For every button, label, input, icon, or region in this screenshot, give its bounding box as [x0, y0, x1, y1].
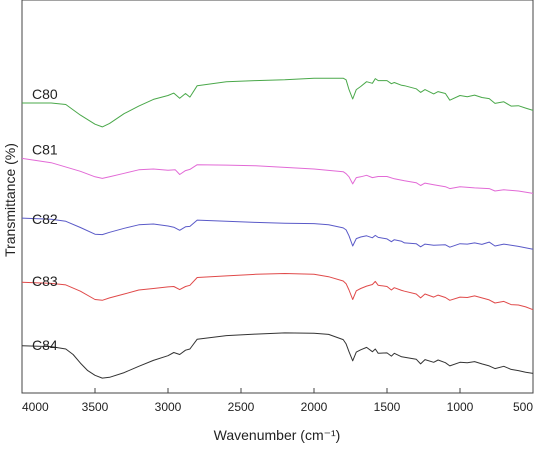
- x-tick-label: 2000: [301, 400, 328, 414]
- series-line-c82: [21, 217, 534, 250]
- series-label-c81: C81: [32, 141, 58, 157]
- plot-frame: [21, 0, 534, 394]
- x-axis-title: Wavenumber (cm⁻¹): [214, 427, 341, 443]
- series-label-c82: C82: [32, 211, 58, 227]
- series-label-c80: C80: [32, 86, 58, 102]
- x-tick-label: 2500: [228, 400, 255, 414]
- series-label-c83: C83: [32, 273, 58, 289]
- x-tick-label: 1500: [374, 400, 401, 414]
- series-line-c81: [21, 157, 534, 194]
- x-tick-label: 3000: [155, 400, 182, 414]
- series-line-c84: [21, 332, 534, 379]
- series-line-c80: [22, 77, 534, 128]
- x-axis: 4000 3500 3000 2500 2000 1500 1000 500: [21, 388, 534, 414]
- x-tick-label: 4000: [22, 400, 49, 414]
- y-axis-title: Transmittance (%): [2, 143, 18, 257]
- series-layer: [21, 77, 534, 379]
- x-tick-label: 1000: [447, 400, 474, 414]
- x-tick-label: 500: [513, 400, 533, 414]
- series-line-c83: [21, 273, 534, 311]
- x-tick-label: 3500: [82, 400, 109, 414]
- series-label-layer: C80 C81 C82 C83 C84: [32, 86, 58, 353]
- series-label-c84: C84: [32, 337, 58, 353]
